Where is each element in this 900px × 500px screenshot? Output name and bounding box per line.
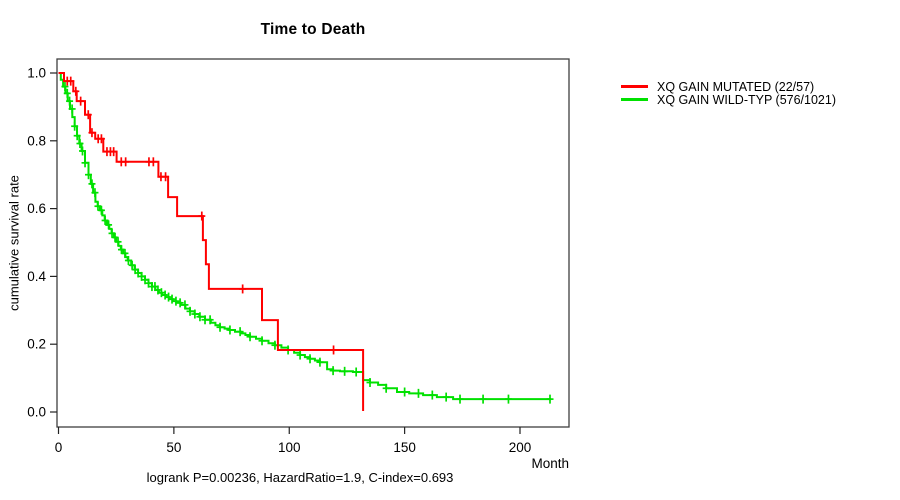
legend-label-mutated: XQ GAIN MUTATED (22/57)	[657, 79, 815, 94]
y-tick-label: 0.6	[27, 201, 46, 216]
plot-box	[56, 58, 570, 428]
legend-line-green-icon	[621, 98, 648, 101]
legend: XQ GAIN MUTATED (22/57) XQ GAIN WILD-TYP…	[621, 79, 836, 107]
legend-label-wildtype: XQ GAIN WILD-TYP (576/1021)	[657, 92, 836, 107]
x-axis-label: Month	[531, 456, 569, 471]
x-tick-label: 50	[166, 440, 181, 455]
x-tick-label: 150	[393, 440, 416, 455]
chart-title: Time to Death	[260, 21, 366, 38]
legend-item-wildtype: XQ GAIN WILD-TYP (576/1021)	[621, 92, 836, 107]
y-tick-label: 1.0	[27, 66, 46, 81]
survival-curve-mutated	[58, 72, 365, 411]
legend-line-red-icon	[621, 85, 648, 88]
legend-item-mutated: XQ GAIN MUTATED (22/57)	[621, 79, 836, 94]
x-tick-label: 100	[278, 440, 301, 455]
stats-annotation: logrank P=0.00236, HazardRatio=1.9, C-in…	[146, 470, 454, 485]
y-tick-label: 0.4	[27, 269, 46, 284]
y-tick-label: 0.0	[27, 405, 46, 420]
y-tick-label: 0.8	[27, 133, 46, 148]
y-tick-label: 0.2	[27, 337, 46, 352]
x-tick-label: 200	[509, 440, 532, 455]
x-tick-label: 0	[55, 440, 63, 455]
